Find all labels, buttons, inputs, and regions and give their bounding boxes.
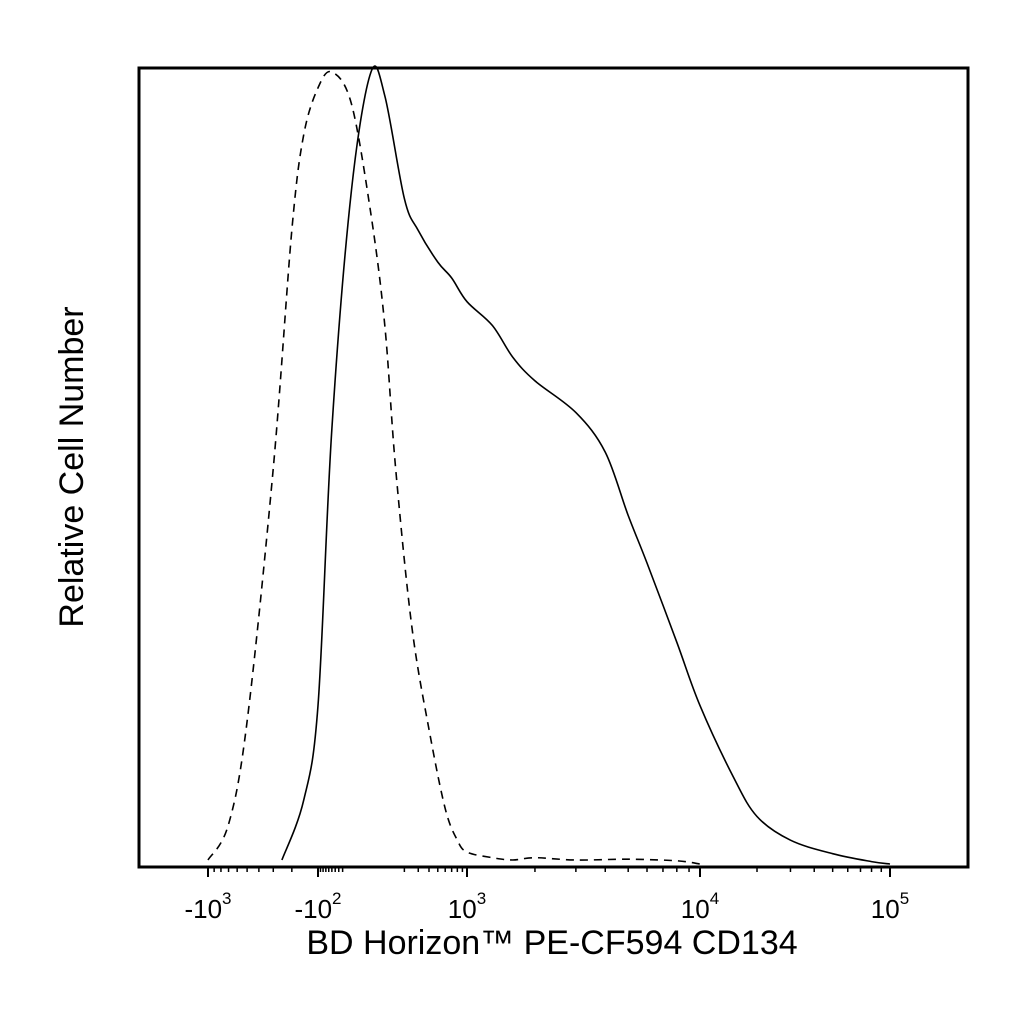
x-tick-label: 104: [681, 889, 719, 924]
x-tick-label: 103: [448, 889, 486, 924]
y-axis-title: Relative Cell Number: [53, 306, 91, 627]
x-tick-label: -103: [184, 889, 231, 924]
x-tick-label: 105: [871, 889, 909, 924]
x-tick-layer: -103 -102 103 104 105: [184, 867, 909, 924]
series-line-dashed: [207, 70, 701, 865]
series-layer: [207, 65, 891, 865]
x-axis-title: BD Horizon™ PE-CF594 CD134: [306, 924, 797, 962]
plot-frame: [137, 66, 970, 869]
x-tick-label: -102: [294, 889, 341, 924]
series-line-solid: [281, 65, 891, 865]
